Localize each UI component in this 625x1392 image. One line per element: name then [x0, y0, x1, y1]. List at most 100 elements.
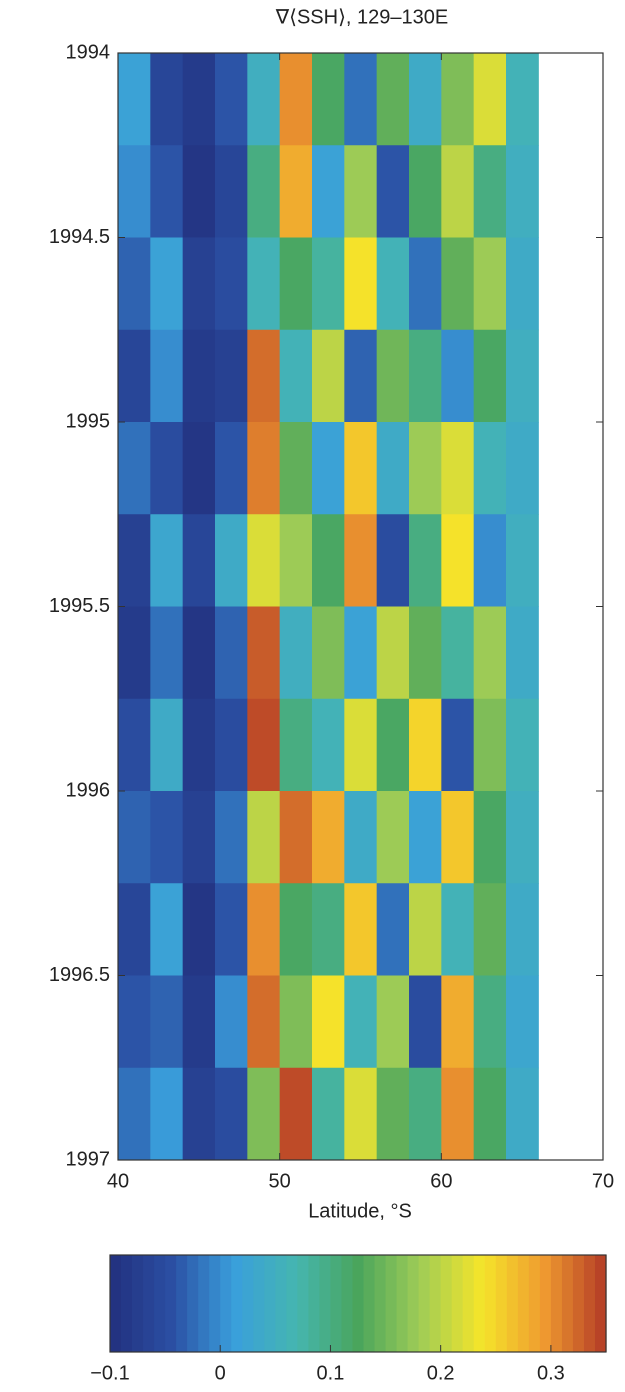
heatmap-cell: [409, 53, 442, 146]
colorbar-swatch: [407, 1255, 420, 1352]
heatmap-cell: [118, 791, 151, 884]
heatmap-cell: [506, 698, 539, 792]
y-tick-label: 1996: [66, 779, 111, 801]
heatmap-cell: [441, 791, 475, 884]
heatmap-cell: [150, 329, 184, 423]
heatmap-cell: [150, 237, 184, 331]
heatmap-cell: [409, 422, 442, 515]
heatmap-cell: [215, 975, 248, 1069]
colorbar-swatch: [352, 1255, 365, 1352]
heatmap-cell: [279, 53, 313, 146]
plot-frame: [117, 52, 604, 1161]
heatmap-cell: [473, 237, 507, 331]
heatmap-cell: [344, 1067, 378, 1161]
y-tick-label: 1994.5: [49, 226, 110, 248]
heatmap-cell: [247, 883, 281, 976]
heatmap-cell: [182, 975, 216, 1069]
colorbar-swatch: [110, 1255, 122, 1352]
heatmap-cell: [506, 975, 539, 1069]
heatmap-cell: [279, 1067, 313, 1161]
heatmap-cell: [409, 791, 442, 884]
heatmap-cell: [312, 514, 345, 607]
heatmap-cell: [312, 145, 345, 238]
y-tick-label: 1997: [66, 1148, 111, 1170]
colorbar-swatch: [187, 1255, 199, 1352]
heatmap-cell: [150, 975, 184, 1069]
heatmap-cell: [473, 1067, 507, 1161]
heatmap-cell: [376, 53, 410, 146]
heatmap-cell: [247, 422, 281, 515]
colorbar-swatch: [374, 1255, 387, 1352]
heatmap-cell: [247, 237, 281, 331]
heatmap-cell: [279, 237, 313, 331]
heatmap-cell: [150, 514, 184, 607]
heatmap-cell: [215, 53, 248, 146]
heatmap-cell: [215, 145, 248, 238]
heatmap-cell: [150, 698, 184, 792]
colorbar-swatch: [297, 1255, 309, 1352]
heatmap-cell: [441, 329, 475, 423]
heatmap-cell: [376, 145, 410, 238]
heatmap-cell: [150, 791, 184, 884]
heatmap-cell: [247, 1067, 281, 1161]
heatmap-cell: [344, 329, 378, 423]
heatmap-cell: [118, 883, 151, 976]
heatmap-cells: [118, 53, 539, 1161]
x-tick-label: 70: [592, 1170, 614, 1192]
heatmap-cell: [409, 237, 442, 331]
heatmap-cell: [376, 606, 410, 700]
heatmap-cell: [441, 53, 475, 146]
heatmap-cell: [441, 883, 475, 976]
heatmap-cell: [473, 698, 507, 792]
heatmap-cell: [312, 791, 345, 884]
heatmap-cell: [182, 422, 216, 515]
heatmap-cell: [182, 237, 216, 331]
heatmap-cell: [376, 883, 410, 976]
heatmap-cell: [344, 698, 378, 792]
heatmap-cell: [150, 145, 184, 238]
heatmap-cell: [150, 883, 184, 976]
heatmap-cell: [344, 422, 378, 515]
colorbar-swatch: [275, 1255, 287, 1352]
colorbar-tick-label: −0.1: [90, 1362, 129, 1384]
colorbar-swatch: [132, 1255, 144, 1352]
colorbar-swatch: [495, 1255, 508, 1352]
heatmap-cell: [506, 422, 539, 515]
heatmap-cell: [473, 53, 507, 146]
heatmap-cell: [312, 883, 345, 976]
heatmap-cell: [215, 698, 248, 792]
y-tick-label: 1995: [66, 410, 111, 432]
colorbar-swatch: [561, 1255, 574, 1352]
colorbar-tick-label: 0.2: [427, 1362, 455, 1384]
heatmap-cell: [215, 514, 248, 607]
heatmap-cell: [344, 237, 378, 331]
heatmap-cell: [182, 1067, 216, 1161]
heatmap-cell: [409, 1067, 442, 1161]
heatmap-cell: [473, 791, 507, 884]
heatmap-cell: [150, 53, 184, 146]
heatmap-cell: [312, 975, 345, 1069]
heatmap-cell: [150, 422, 184, 515]
heatmap-cell: [376, 514, 410, 607]
heatmap-cell: [376, 237, 410, 331]
colorbar-swatch: [418, 1255, 431, 1352]
heatmap-cell: [506, 237, 539, 331]
heatmap-cell: [215, 329, 248, 423]
heatmap-cell: [441, 975, 475, 1069]
heatmap-cell: [215, 237, 248, 331]
chart-title: ∇⟨SSH⟩, 129–130E: [275, 6, 448, 28]
y-tick-label: 1995.5: [49, 595, 110, 617]
heatmap-cell: [279, 422, 313, 515]
heatmap-cell: [215, 791, 248, 884]
heatmap-cell: [247, 329, 281, 423]
colorbar-swatch: [594, 1255, 607, 1352]
heatmap-cell: [473, 883, 507, 976]
colorbar-swatch: [572, 1255, 585, 1352]
heatmap-cell: [182, 53, 216, 146]
heatmap-cell: [182, 145, 216, 238]
colorbar-swatch: [539, 1255, 552, 1352]
heatmap-cell: [376, 1067, 410, 1161]
heatmap-cell: [215, 1067, 248, 1161]
heatmap-cell: [182, 329, 216, 423]
